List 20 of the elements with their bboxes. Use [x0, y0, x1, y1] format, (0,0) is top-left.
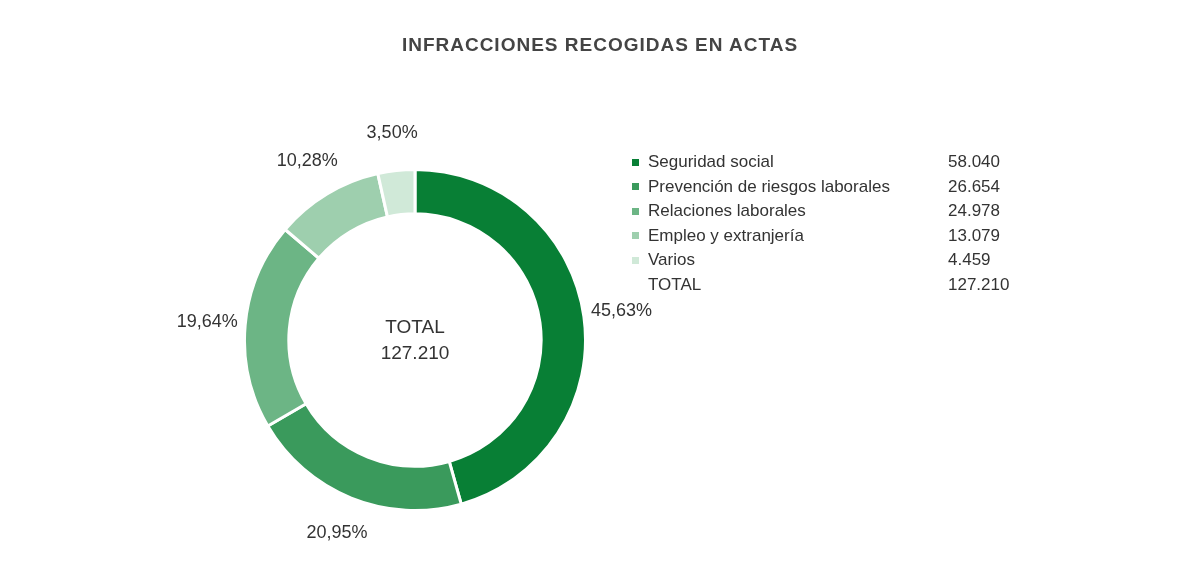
legend-label: Empleo y extranjería [648, 225, 805, 246]
legend-label: Relaciones laborales [648, 201, 807, 222]
data-label: 19,64% [176, 310, 238, 331]
text: 26.654 [948, 176, 1000, 197]
legend-label: Prevención de riesgos laborales [648, 176, 891, 197]
data-label: 3,50% [366, 121, 418, 142]
text: 4.459 [948, 250, 991, 271]
text: 127.210 [948, 274, 1010, 294]
data-label: 10,28% [276, 150, 338, 171]
text: TOTAL [648, 274, 702, 294]
data-label: 45,63% [591, 300, 653, 321]
text: TOTAL [384, 315, 446, 339]
legend-label: Seguridad social [648, 152, 775, 173]
legend-label: Varios [648, 250, 696, 271]
text: 58.040 [948, 152, 1000, 173]
text: 24.978 [948, 201, 1000, 222]
text: 127.210 [379, 341, 451, 365]
chart-title: INFRACCIONES RECOGIDAS EN ACTAS [400, 34, 800, 56]
data-label: 20,95% [306, 522, 368, 543]
text: 13.079 [948, 225, 1000, 246]
